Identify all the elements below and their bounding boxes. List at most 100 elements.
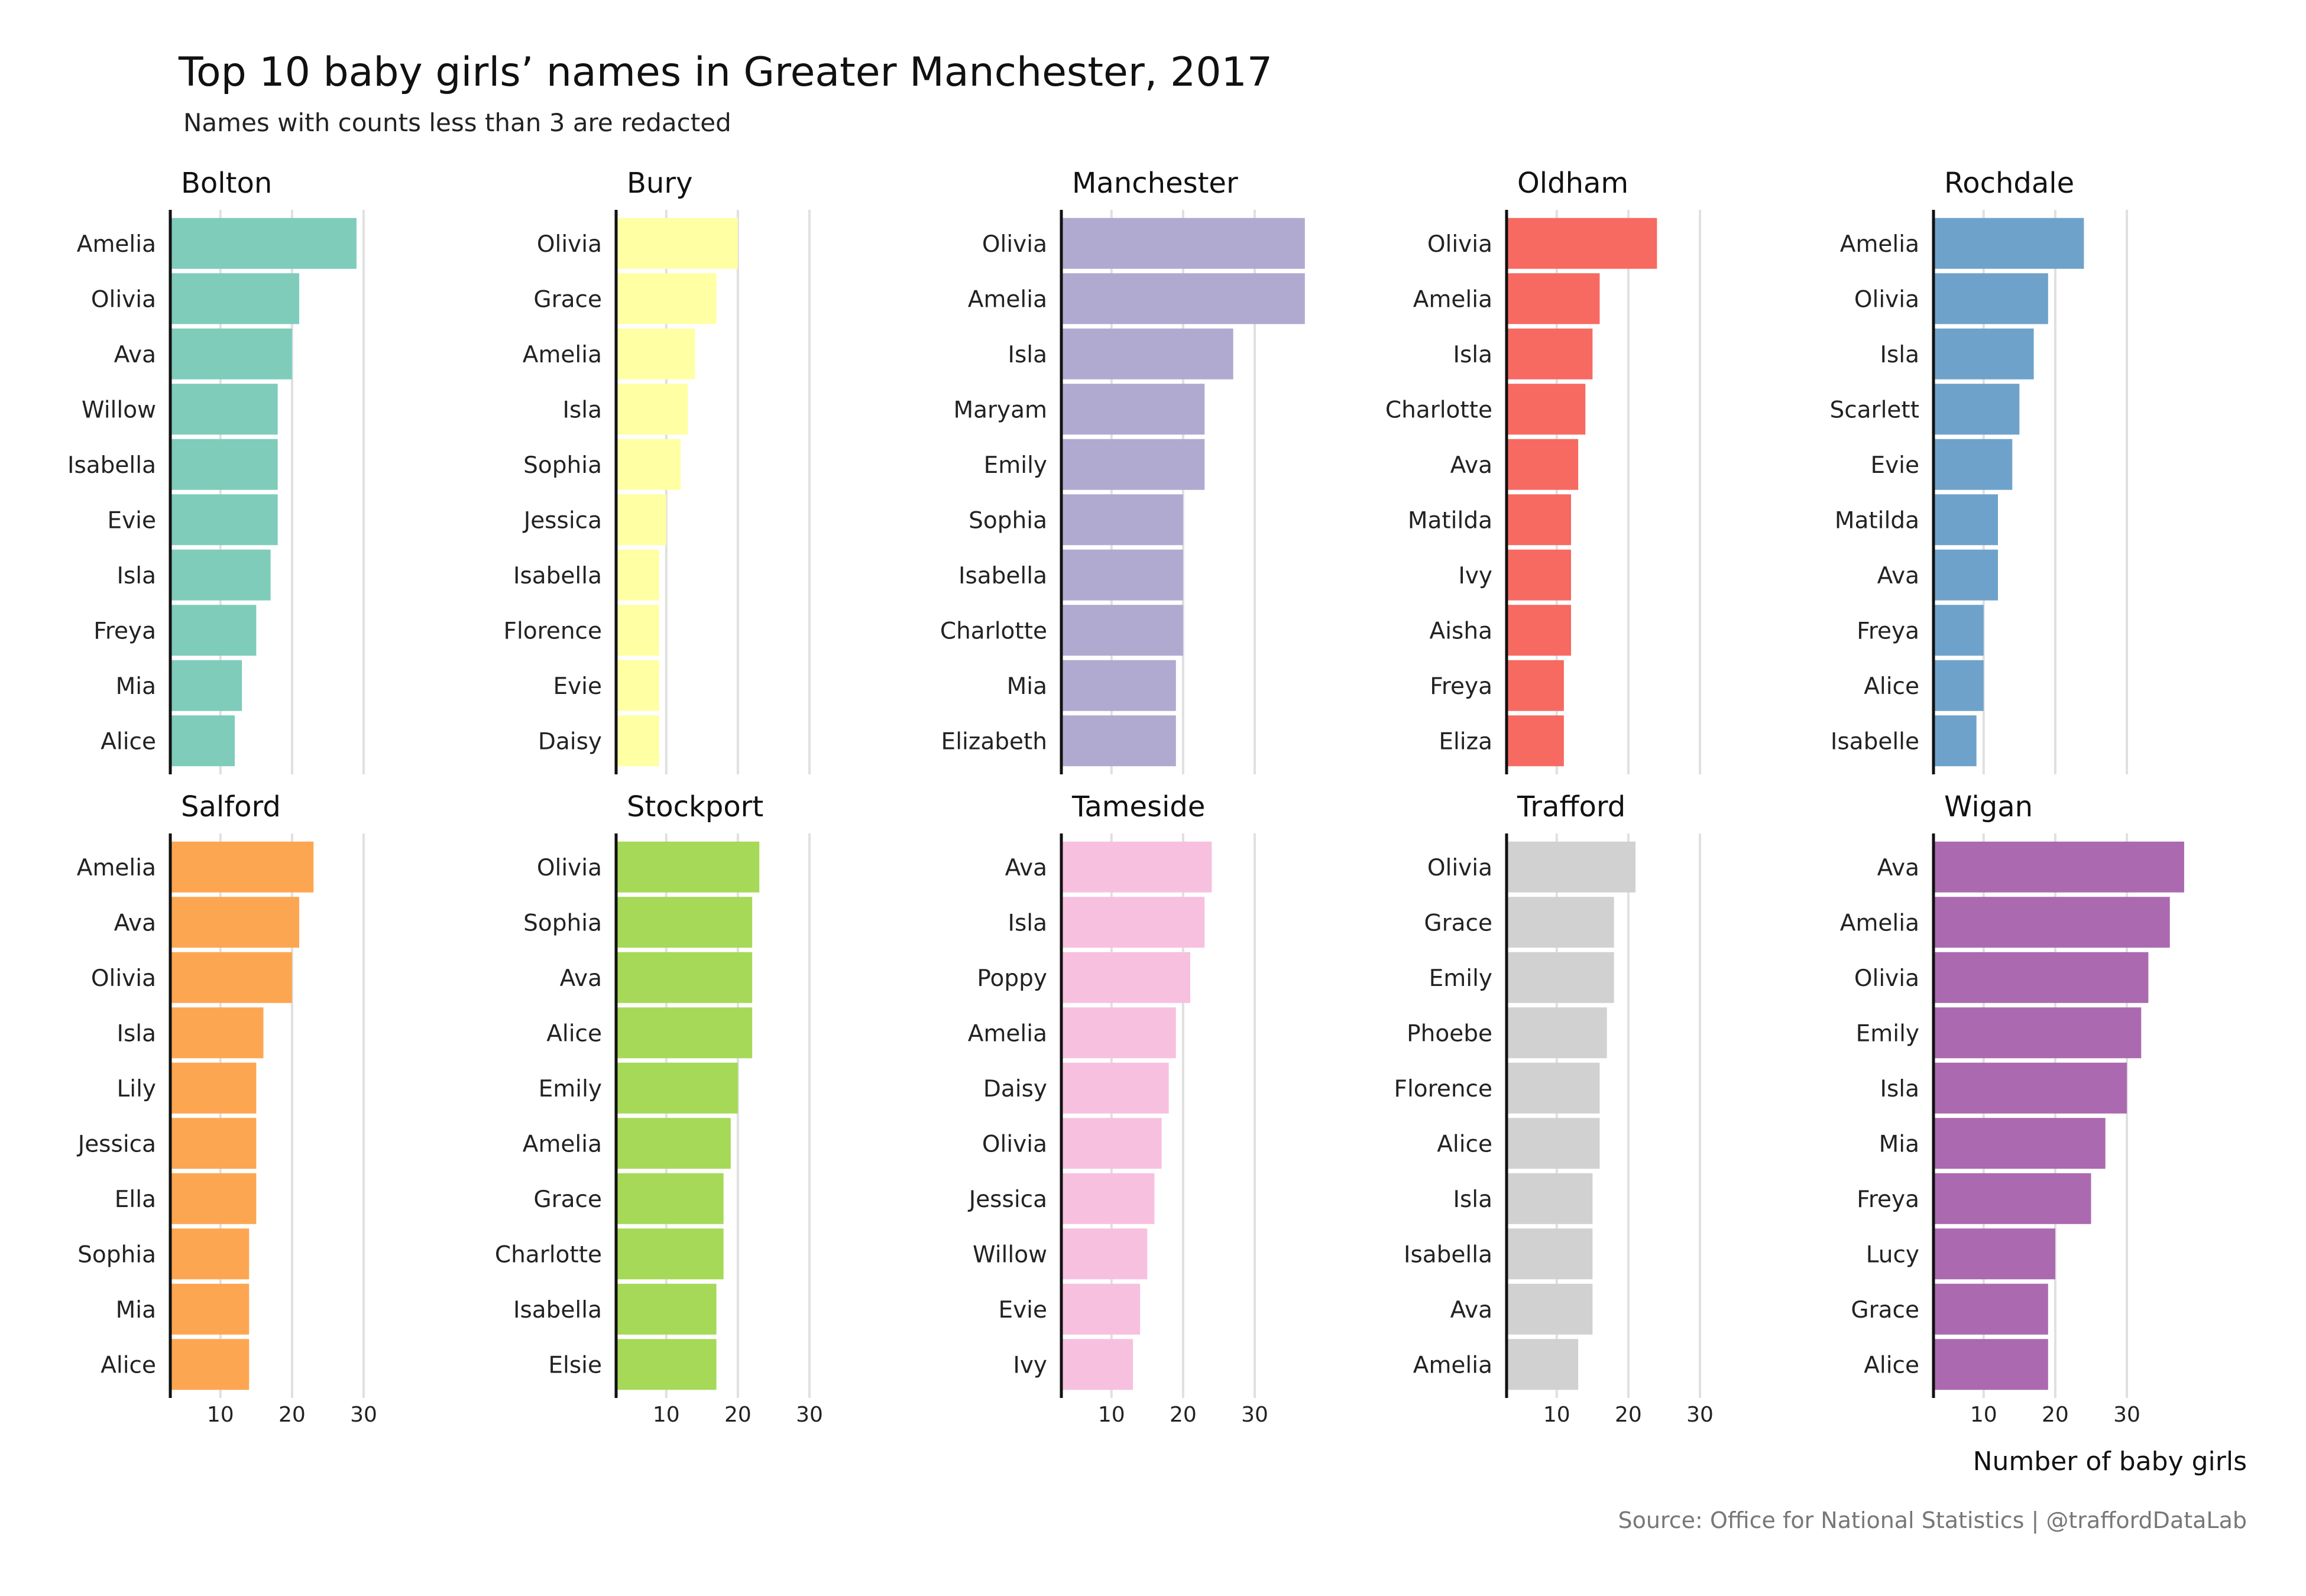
bar-stockport-isabella bbox=[616, 1283, 717, 1335]
category-label: Amelia bbox=[1840, 910, 1919, 936]
panel-title: Tameside bbox=[1071, 790, 1205, 823]
category-label: Isla bbox=[562, 397, 602, 423]
bar-rochdale-freya bbox=[1933, 605, 1984, 656]
category-label: Olivia bbox=[1854, 965, 1919, 992]
panel-title: Bury bbox=[627, 167, 693, 200]
category-label: Jessica bbox=[522, 507, 602, 534]
facet-panels: Bolton Amelia Olivia Ava Willow Isabella Evie I… bbox=[67, 167, 2184, 1427]
bar-wigan-alice bbox=[1933, 1339, 2048, 1390]
panel-title: Stockport bbox=[627, 790, 763, 823]
bar-trafford-emily bbox=[1507, 952, 1614, 1003]
category-label: Florence bbox=[1394, 1076, 1492, 1102]
category-label: Aisha bbox=[1430, 618, 1492, 644]
x-tick-label: 20 bbox=[1615, 1403, 1642, 1427]
bar-rochdale-evie bbox=[1933, 439, 2013, 490]
panel-wigan: Wigan Ava Amelia Olivia Emily Isla Mia Freya Luc… bbox=[1840, 790, 2184, 1427]
category-label: Olivia bbox=[982, 231, 1047, 258]
x-tick-label: 20 bbox=[2042, 1403, 2069, 1427]
bar-salford-mia bbox=[170, 1283, 250, 1335]
category-label: Amelia bbox=[1840, 231, 1919, 258]
category-label: Daisy bbox=[983, 1076, 1047, 1102]
category-label: Amelia bbox=[1413, 1352, 1492, 1378]
bar-tameside-olivia bbox=[1061, 1118, 1162, 1169]
panel-title: Wigan bbox=[1944, 790, 2033, 823]
category-label: Lily bbox=[117, 1076, 156, 1102]
bar-wigan-olivia bbox=[1933, 952, 2149, 1003]
bar-manchester-maryam bbox=[1061, 384, 1205, 435]
bar-trafford-florence bbox=[1507, 1062, 1600, 1114]
category-label: Evie bbox=[107, 507, 156, 534]
bar-trafford-ava bbox=[1507, 1283, 1593, 1335]
category-label: Maryam bbox=[953, 397, 1047, 423]
bar-oldham-ivy bbox=[1507, 549, 1572, 601]
category-label: Charlotte bbox=[940, 618, 1047, 644]
bar-rochdale-amelia bbox=[1933, 218, 2084, 269]
bar-tameside-amelia bbox=[1061, 1007, 1176, 1059]
category-label: Grace bbox=[533, 286, 602, 313]
category-label: Lucy bbox=[1866, 1241, 1919, 1268]
panel-title: Rochdale bbox=[1944, 167, 2074, 200]
x-tick-label: 10 bbox=[1970, 1403, 1997, 1427]
panel-trafford: Trafford Olivia Grace Emily Phoebe Florence Al… bbox=[1394, 790, 1714, 1427]
category-label: Isla bbox=[1008, 910, 1047, 936]
bar-wigan-lucy bbox=[1933, 1228, 2055, 1280]
category-label: Sophia bbox=[523, 452, 602, 479]
category-label: Matilda bbox=[1408, 507, 1492, 534]
bar-bolton-alice bbox=[170, 715, 235, 767]
panel-tameside: Tameside Ava Isla Poppy Amelia Daisy Olivia Jes… bbox=[967, 790, 1268, 1427]
category-label: Olivia bbox=[1427, 855, 1492, 881]
bar-stockport-emily bbox=[616, 1062, 738, 1114]
bar-salford-isla bbox=[170, 1007, 264, 1059]
bar-tameside-jessica bbox=[1061, 1173, 1155, 1224]
panel-title: Trafford bbox=[1517, 790, 1625, 823]
category-label: Isla bbox=[1453, 1186, 1492, 1213]
category-label: Jessica bbox=[967, 1186, 1047, 1213]
bar-trafford-grace bbox=[1507, 897, 1614, 948]
bar-rochdale-isabelle bbox=[1933, 715, 1977, 767]
panel-title: Manchester bbox=[1072, 167, 1238, 200]
x-tick-label: 30 bbox=[796, 1403, 823, 1427]
category-label: Ava bbox=[560, 965, 602, 992]
category-label: Isla bbox=[1880, 1076, 1919, 1102]
bar-stockport-grace bbox=[616, 1173, 724, 1224]
category-label: Mia bbox=[1879, 1131, 1919, 1157]
bar-wigan-mia bbox=[1933, 1118, 2106, 1169]
panel-oldham: Oldham Olivia Amelia Isla Charlotte Ava Matild… bbox=[1385, 167, 1702, 774]
bar-oldham-eliza bbox=[1507, 715, 1564, 767]
category-label: Isabella bbox=[513, 563, 602, 589]
category-label: Ava bbox=[1877, 563, 1919, 589]
bar-rochdale-matilda bbox=[1933, 494, 1999, 546]
category-label: Ava bbox=[114, 342, 156, 368]
bar-stockport-charlotte bbox=[616, 1228, 724, 1280]
bar-wigan-amelia bbox=[1933, 897, 2170, 948]
bar-bolton-olivia bbox=[170, 273, 300, 325]
category-label: Poppy bbox=[977, 965, 1047, 992]
category-label: Freya bbox=[1857, 618, 1919, 644]
bar-wigan-emily bbox=[1933, 1007, 2142, 1059]
category-label: Willow bbox=[82, 397, 156, 423]
x-tick-label: 30 bbox=[1241, 1403, 1268, 1427]
x-tick-label: 20 bbox=[1170, 1403, 1197, 1427]
bar-oldham-isla bbox=[1507, 328, 1593, 379]
bar-trafford-alice bbox=[1507, 1118, 1600, 1169]
panel-rochdale: Rochdale Amelia Olivia Isla Scarlett Evie Mati… bbox=[1829, 167, 2129, 774]
category-label: Isabella bbox=[1404, 1241, 1492, 1268]
panel-salford: Salford Amelia Ava Olivia Isla Lily Jessica Ell… bbox=[76, 790, 377, 1427]
bar-tameside-daisy bbox=[1061, 1062, 1169, 1114]
bar-stockport-sophia bbox=[616, 897, 753, 948]
category-label: Elizabeth bbox=[941, 728, 1047, 755]
source-caption: Source: Office for National Statistics |… bbox=[1618, 1507, 2247, 1534]
bar-bolton-isabella bbox=[170, 439, 278, 490]
chart-title: Top 10 baby girls’ names in Greater Manc… bbox=[178, 49, 1272, 96]
category-label: Freya bbox=[1430, 673, 1492, 700]
bar-manchester-olivia bbox=[1061, 218, 1305, 269]
bar-tameside-ivy bbox=[1061, 1339, 1133, 1390]
bar-oldham-olivia bbox=[1507, 218, 1657, 269]
category-label: Florence bbox=[504, 618, 602, 644]
category-label: Freya bbox=[93, 618, 156, 644]
bar-oldham-matilda bbox=[1507, 494, 1572, 546]
category-label: Amelia bbox=[77, 855, 156, 881]
bar-manchester-isabella bbox=[1061, 549, 1183, 601]
bar-tameside-poppy bbox=[1061, 952, 1191, 1003]
bar-trafford-isabella bbox=[1507, 1228, 1593, 1280]
